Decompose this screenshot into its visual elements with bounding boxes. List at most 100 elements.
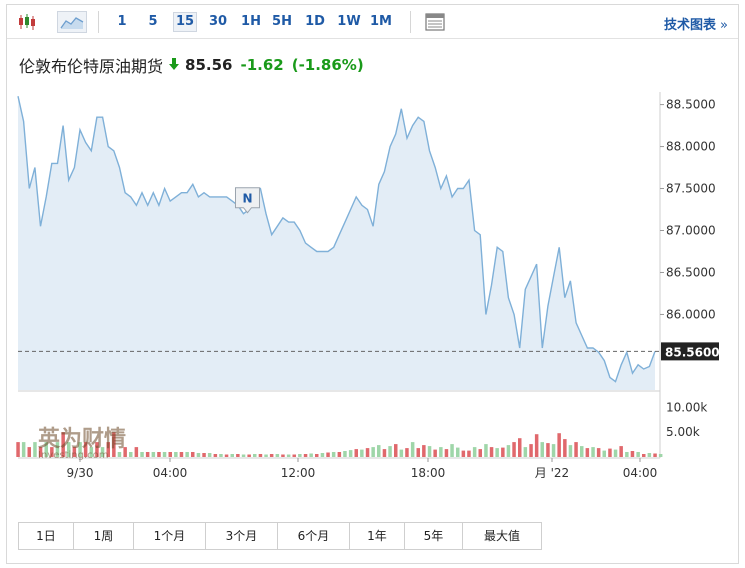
volume-bar (382, 449, 387, 457)
volume-bar (16, 442, 20, 457)
volume-bar (416, 448, 420, 457)
timeframe-5h[interactable]: 5H (272, 14, 292, 29)
time-tick-label: 18:00 (411, 466, 446, 480)
volume-bar (174, 452, 178, 457)
volume-bar (647, 453, 652, 457)
volume-bar (207, 453, 212, 457)
price-tick-label: 86.5000 (666, 265, 716, 279)
candlestick-icon[interactable] (15, 11, 39, 33)
volume-bar (574, 442, 578, 457)
area-chart-icon[interactable] (57, 11, 87, 33)
volume-bar (134, 447, 139, 457)
volume-bar (151, 452, 156, 457)
volume-bar (315, 454, 319, 457)
volume-bar (512, 442, 516, 457)
volume-bar (534, 434, 539, 457)
volume-bar (275, 454, 280, 457)
volume-bar (529, 444, 533, 457)
last-price-label: 85.5600 (665, 345, 720, 359)
volume-bar (658, 454, 663, 457)
volume-bar (213, 454, 218, 457)
volume-bar (461, 450, 466, 457)
volume-bar (450, 444, 454, 457)
volume-bar (168, 452, 172, 457)
volume-bar (95, 442, 99, 457)
volume-bar (433, 449, 437, 457)
volume-bar (162, 452, 167, 457)
volume-bar (422, 445, 426, 457)
range-selector: 1日 1周 1个月 3个月 6个月 1年 5年 最大值 (18, 522, 542, 550)
timeframe-1m[interactable]: 1M (370, 14, 392, 29)
volume-bar (179, 452, 184, 457)
volume-bar (67, 442, 71, 457)
volume-bar (89, 447, 94, 457)
volume-bar (61, 432, 65, 457)
volume-bar (241, 454, 246, 457)
volume-bar (377, 445, 381, 457)
volume-bar (619, 446, 623, 457)
volume-bar (129, 452, 133, 457)
timeframe-1[interactable]: 1 (117, 14, 127, 29)
volume-bar (405, 448, 409, 457)
tech-chart-label: 技术图表 (664, 18, 717, 33)
volume-bar (642, 454, 646, 457)
volume-bar (202, 453, 206, 457)
timeframe-30[interactable]: 30 (208, 14, 228, 29)
volume-bar (55, 442, 60, 457)
volume-bar (157, 452, 161, 457)
volume-tick-label: 10.00k (666, 400, 707, 414)
range-button[interactable]: 1日 (19, 523, 74, 549)
range-button[interactable]: 1年 (350, 523, 405, 549)
volume-bar (478, 449, 482, 457)
volume-bar (33, 442, 37, 457)
volume-bar (112, 432, 116, 457)
volume-bar (185, 452, 189, 457)
volume-bar (303, 454, 308, 457)
volume-bar (501, 447, 505, 457)
volume-bar (596, 448, 601, 457)
volume-bar (484, 444, 488, 457)
timeframe-5[interactable]: 5 (148, 14, 158, 29)
range-button[interactable]: 1周 (74, 523, 134, 549)
range-button[interactable]: 最大值 (463, 523, 541, 549)
instrument-header: 伦敦布伦特原油期货 85.56 -1.62 (-1.86%) (19, 53, 364, 77)
timeframe-1w[interactable]: 1W (337, 14, 361, 29)
volume-bar (145, 452, 150, 457)
volume-bar (224, 454, 229, 457)
volume-bar (50, 447, 54, 457)
range-button[interactable]: 5年 (405, 523, 463, 549)
volume-bar (219, 454, 223, 457)
volume-bar (320, 453, 325, 457)
tech-chart-link[interactable]: 技术图表» (664, 14, 728, 33)
timeframe-1d[interactable]: 1D (305, 14, 325, 29)
timeframe-15[interactable]: 15 (173, 12, 197, 32)
volume-tick-label: 5.00k (666, 425, 700, 439)
volume-bar (456, 447, 460, 457)
toolbar-divider (410, 11, 411, 33)
range-button[interactable]: 6个月 (278, 523, 350, 549)
timeframe-1h[interactable]: 1H (241, 14, 261, 29)
volume-bar (495, 448, 499, 457)
volume-bar (557, 433, 561, 457)
volume-bar (123, 447, 127, 457)
range-button[interactable]: 3个月 (206, 523, 278, 549)
last-price-box (661, 342, 719, 361)
volume-bar (38, 447, 43, 457)
annotation-marker (234, 187, 260, 214)
volume-bar (506, 445, 511, 457)
volume-bar (100, 447, 105, 457)
volume-bar (608, 448, 612, 457)
time-tick-label: 9/30 (67, 466, 94, 480)
volume-bar (309, 453, 313, 457)
volume-bar (427, 446, 432, 457)
instrument-name: 伦敦布伦特原油期货 (19, 57, 164, 76)
range-button[interactable]: 1个月 (134, 523, 206, 549)
watermark-logo: 英为财情 (38, 426, 126, 452)
volume-bar (83, 442, 88, 457)
chart-toolbar: 1 5 15 30 1H 5H 1D 1W 1M 技术图表» (7, 5, 738, 39)
volume-bar (44, 442, 48, 457)
volume-bar (399, 449, 404, 457)
volume-bar (551, 444, 556, 457)
layout-table-icon[interactable] (423, 11, 447, 33)
